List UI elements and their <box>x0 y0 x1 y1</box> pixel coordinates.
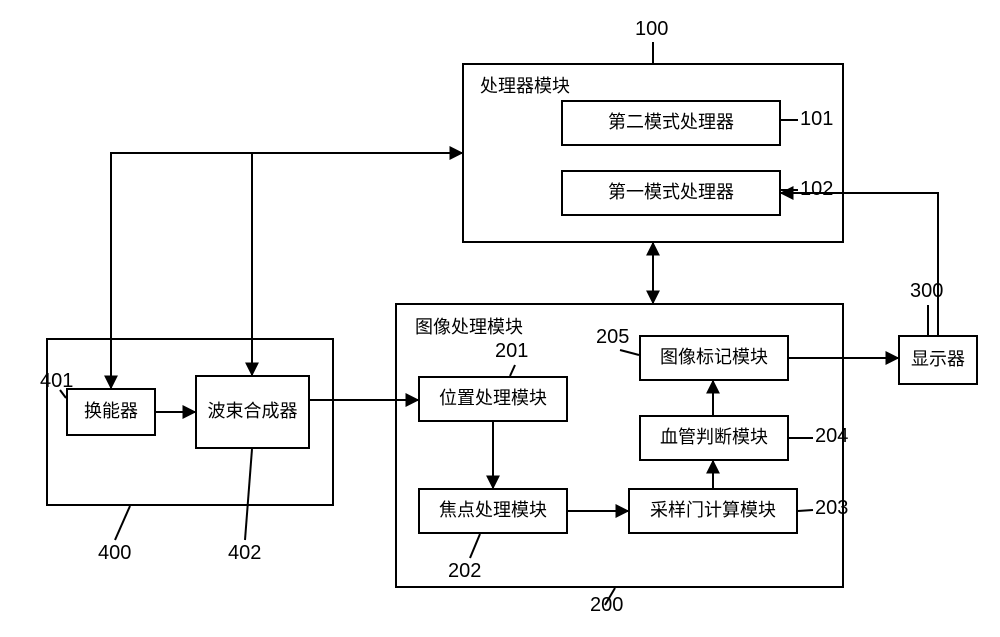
ref-204: 204 <box>815 425 848 448</box>
node-label: 采样门计算模块 <box>650 500 776 522</box>
ref-101: 101 <box>800 108 833 131</box>
node-label: 位置处理模块 <box>439 388 547 410</box>
vessel-judge-node: 血管判断模块 <box>639 415 789 461</box>
node-label: 图像标记模块 <box>660 347 768 369</box>
ref-202: 202 <box>448 560 481 583</box>
position-processing-node: 位置处理模块 <box>418 376 568 422</box>
ref-402: 402 <box>228 542 261 565</box>
display-node: 显示器 <box>898 335 978 385</box>
ref-205: 205 <box>596 326 629 349</box>
ref-300: 300 <box>910 280 943 303</box>
node-label: 血管判断模块 <box>660 427 768 449</box>
node-label: 焦点处理模块 <box>439 500 547 522</box>
diagram-canvas: 处理器模块 100 图像处理模块 200 201 205 400 第二模式处理器… <box>0 0 1000 637</box>
node-label: 波束合成器 <box>208 401 298 423</box>
ref-400: 400 <box>98 542 131 565</box>
node-label: 第一模式处理器 <box>608 182 734 204</box>
ref-201: 201 <box>495 340 528 363</box>
focus-processing-node: 焦点处理模块 <box>418 488 568 534</box>
beamformer-node: 波束合成器 <box>195 375 310 449</box>
node-label: 换能器 <box>84 401 138 423</box>
first-mode-processor-node: 第一模式处理器 <box>561 170 781 216</box>
image-mark-node: 图像标记模块 <box>639 335 789 381</box>
ref-100: 100 <box>635 18 668 41</box>
ref-401: 401 <box>40 370 73 393</box>
ref-203: 203 <box>815 497 848 520</box>
ref-200: 200 <box>590 594 623 617</box>
node-label: 显示器 <box>911 349 965 371</box>
image-module-label: 图像处理模块 <box>415 313 523 339</box>
node-label: 第二模式处理器 <box>608 112 734 134</box>
second-mode-processor-node: 第二模式处理器 <box>561 100 781 146</box>
ref-102: 102 <box>800 178 833 201</box>
transducer-node: 换能器 <box>66 388 156 436</box>
sample-gate-node: 采样门计算模块 <box>628 488 798 534</box>
processor-module-label: 处理器模块 <box>480 72 570 98</box>
